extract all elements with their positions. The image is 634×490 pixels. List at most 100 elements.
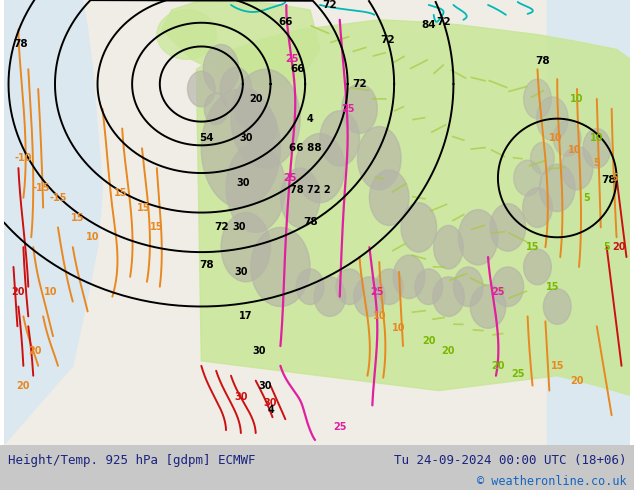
Text: 15: 15 <box>550 361 564 371</box>
Text: 78: 78 <box>199 260 214 270</box>
Ellipse shape <box>434 225 463 269</box>
Text: 15: 15 <box>113 188 127 198</box>
Text: 66: 66 <box>278 17 293 27</box>
Text: 30: 30 <box>239 133 252 144</box>
Ellipse shape <box>204 93 228 124</box>
Text: 84: 84 <box>422 20 436 30</box>
Text: 25: 25 <box>511 369 524 379</box>
Ellipse shape <box>220 67 252 111</box>
Text: 72: 72 <box>436 17 451 27</box>
Ellipse shape <box>336 269 363 304</box>
Text: 20: 20 <box>570 376 584 386</box>
Text: 10: 10 <box>590 133 604 144</box>
Ellipse shape <box>354 277 385 317</box>
Ellipse shape <box>251 227 310 307</box>
Ellipse shape <box>221 213 271 282</box>
Text: 4: 4 <box>307 114 313 123</box>
Ellipse shape <box>432 277 464 317</box>
Ellipse shape <box>531 143 554 174</box>
Text: © weatheronline.co.uk: © weatheronline.co.uk <box>477 475 626 489</box>
Text: 30: 30 <box>236 178 250 188</box>
Text: 30: 30 <box>232 222 245 232</box>
Ellipse shape <box>536 97 568 141</box>
Text: 10: 10 <box>570 94 584 104</box>
Ellipse shape <box>522 188 552 227</box>
Text: 10: 10 <box>44 287 58 296</box>
Ellipse shape <box>245 107 276 150</box>
Ellipse shape <box>231 69 300 168</box>
Ellipse shape <box>415 269 443 304</box>
Text: 20: 20 <box>491 361 505 371</box>
Ellipse shape <box>540 164 575 212</box>
Text: 5: 5 <box>611 173 618 183</box>
Ellipse shape <box>235 89 262 128</box>
Ellipse shape <box>314 277 346 317</box>
Text: 25: 25 <box>333 422 347 432</box>
Text: 78: 78 <box>13 40 28 49</box>
Text: 5: 5 <box>593 158 600 168</box>
Ellipse shape <box>202 89 280 208</box>
Text: 10: 10 <box>548 133 562 144</box>
Text: -10: -10 <box>15 153 32 163</box>
Ellipse shape <box>204 45 239 94</box>
Ellipse shape <box>296 269 324 304</box>
Text: 72: 72 <box>323 0 337 10</box>
Ellipse shape <box>561 147 593 190</box>
Ellipse shape <box>370 170 409 225</box>
Text: 15: 15 <box>150 222 164 232</box>
Text: 20: 20 <box>612 242 625 252</box>
Ellipse shape <box>226 144 285 232</box>
Ellipse shape <box>342 84 377 133</box>
Ellipse shape <box>458 210 498 265</box>
Ellipse shape <box>470 285 506 328</box>
Text: 66: 66 <box>290 64 304 74</box>
Text: 78: 78 <box>303 218 318 227</box>
Text: 30: 30 <box>252 346 266 356</box>
Ellipse shape <box>492 267 524 307</box>
Text: Tu 24-09-2024 00:00 UTC (18+06): Tu 24-09-2024 00:00 UTC (18+06) <box>394 454 626 467</box>
Text: 30: 30 <box>234 392 248 402</box>
Ellipse shape <box>543 289 571 324</box>
Text: 25: 25 <box>341 104 354 114</box>
Text: Height/Temp. 925 hPa [gdpm] ECMWF: Height/Temp. 925 hPa [gdpm] ECMWF <box>8 454 255 467</box>
Text: 20: 20 <box>422 336 436 346</box>
Ellipse shape <box>188 71 215 107</box>
Text: 72: 72 <box>214 222 228 232</box>
Ellipse shape <box>280 168 320 227</box>
Text: 25: 25 <box>283 173 297 183</box>
Text: 15: 15 <box>137 203 151 213</box>
Text: 20: 20 <box>11 287 25 296</box>
Text: 54: 54 <box>199 133 214 144</box>
Ellipse shape <box>320 111 359 166</box>
Text: 5: 5 <box>583 193 590 203</box>
Text: 17: 17 <box>239 311 252 321</box>
Ellipse shape <box>453 267 483 307</box>
Ellipse shape <box>524 249 552 285</box>
Text: 10: 10 <box>392 323 406 333</box>
Polygon shape <box>162 0 320 89</box>
Ellipse shape <box>583 128 611 168</box>
Text: -15: -15 <box>49 193 67 203</box>
Text: 66 88: 66 88 <box>289 143 321 153</box>
Text: 20: 20 <box>16 381 30 391</box>
Ellipse shape <box>157 10 216 59</box>
Text: 78: 78 <box>535 56 550 66</box>
Text: 30: 30 <box>259 381 273 391</box>
Ellipse shape <box>375 269 403 304</box>
Text: 30: 30 <box>264 398 277 408</box>
Ellipse shape <box>514 160 541 196</box>
Text: 15: 15 <box>71 213 84 222</box>
Text: 10: 10 <box>373 311 386 321</box>
Ellipse shape <box>490 204 526 251</box>
Text: 78: 78 <box>602 175 616 185</box>
Text: 15: 15 <box>546 282 559 292</box>
Text: 20: 20 <box>249 94 262 104</box>
Text: 5: 5 <box>604 242 610 252</box>
Text: 78 72 2: 78 72 2 <box>290 185 330 195</box>
Ellipse shape <box>393 255 425 298</box>
Text: 72: 72 <box>353 79 367 89</box>
Text: 25: 25 <box>491 287 505 296</box>
Text: 20: 20 <box>29 346 42 356</box>
Text: 15: 15 <box>526 242 540 252</box>
Text: 4: 4 <box>267 405 274 416</box>
